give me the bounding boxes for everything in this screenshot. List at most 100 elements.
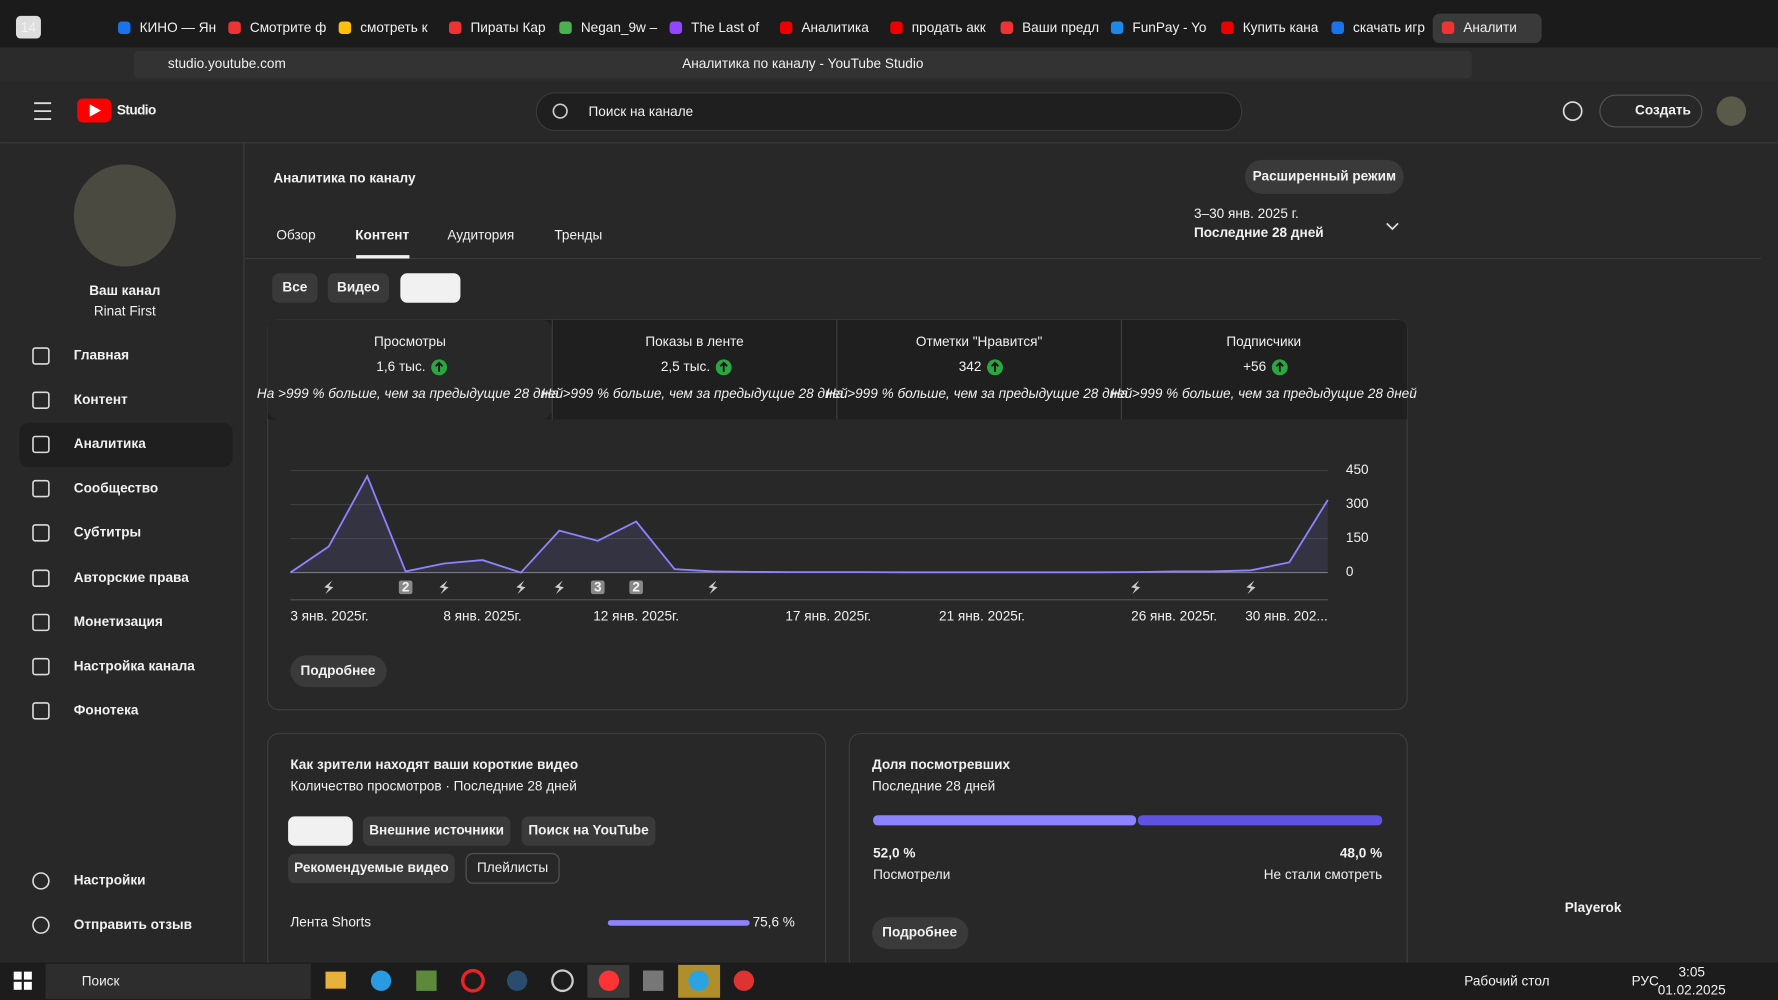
nav-icon xyxy=(32,347,50,365)
x-tick-label: 21 янв. 2025г. xyxy=(939,608,1025,623)
tab-title[interactable]: Ваши предл xyxy=(1022,20,1099,35)
nav-item[interactable]: Главная xyxy=(74,348,129,363)
date-dropdown[interactable] xyxy=(1386,222,1399,231)
source-chip[interactable] xyxy=(288,853,455,884)
filter-chip[interactable] xyxy=(272,273,318,303)
tab-title[interactable]: Пираты Кар xyxy=(471,20,546,35)
taskbar-apps[interactable] xyxy=(325,964,755,998)
nav-item[interactable]: Фонотека xyxy=(74,702,139,717)
tab-title[interactable]: FunPay - Yo xyxy=(1132,20,1206,35)
nav-item[interactable]: Аналитика xyxy=(74,436,146,451)
nav-active xyxy=(19,422,233,468)
tab-title[interactable]: Аналити xyxy=(1463,20,1516,35)
date-range: 3–30 янв. 2025 г. xyxy=(1194,206,1299,221)
tab-title[interactable]: Аналитика xyxy=(801,20,869,35)
nav-item[interactable]: Субтитры xyxy=(74,524,141,539)
y-tick-label: 300 xyxy=(1346,496,1369,511)
nav-item[interactable]: Монетизация xyxy=(74,614,163,629)
nav-icon xyxy=(32,524,50,542)
upload-icon[interactable] xyxy=(439,580,449,595)
tab-icon xyxy=(890,21,903,35)
menu-icon[interactable] xyxy=(34,102,52,120)
taskbar-lang[interactable]: РУС xyxy=(1632,973,1659,988)
search-box[interactable] xyxy=(535,92,1243,131)
upload-count: 2 xyxy=(632,579,640,594)
tab-title[interactable]: скачать игр xyxy=(1353,20,1425,35)
url-field[interactable] xyxy=(133,51,1472,79)
source-chip xyxy=(465,853,560,884)
nav-item[interactable]: Сообщество xyxy=(74,480,158,495)
tab-title[interactable]: Купить кана xyxy=(1243,20,1319,35)
account-avatar[interactable] xyxy=(1716,96,1747,126)
channel-label: Ваш канал xyxy=(89,283,160,298)
more-button[interactable] xyxy=(290,655,387,688)
tab-count: 14 xyxy=(21,20,37,35)
retention-more-button[interactable] xyxy=(871,917,969,949)
retention-value: 48,0 % xyxy=(1340,845,1382,860)
tab-counter[interactable] xyxy=(15,15,41,39)
upload-icon[interactable] xyxy=(554,580,564,595)
tab[interactable]: Тренды xyxy=(554,227,602,242)
source-chip[interactable] xyxy=(288,816,353,846)
tab[interactable]: Аудитория xyxy=(447,227,514,242)
upload-badge[interactable] xyxy=(398,580,413,595)
filter-label: Shorts xyxy=(411,280,450,295)
metric-note: На >999 % больше, чем за предыдущие 28 д… xyxy=(257,386,564,401)
retention-value: 52,0 % xyxy=(873,845,915,860)
source-chip[interactable] xyxy=(521,816,656,846)
nav-icon xyxy=(32,391,50,409)
upload-icon[interactable] xyxy=(1131,580,1141,595)
source-chip-label: Внешние источники xyxy=(369,823,504,838)
tab-title[interactable]: Negan_9w – xyxy=(581,20,658,35)
tab-title[interactable]: The Last of xyxy=(691,20,759,35)
period[interactable]: Последние 28 дней xyxy=(1194,225,1324,240)
upload-icon[interactable] xyxy=(708,580,718,595)
x-tick-label: 30 янв. 202... xyxy=(1245,608,1328,623)
upload-badge[interactable] xyxy=(629,580,643,595)
upload-icon[interactable] xyxy=(516,580,526,595)
tab[interactable]: Контент xyxy=(355,227,409,242)
advanced-mode-button[interactable] xyxy=(1245,159,1404,194)
nav-item[interactable]: Контент xyxy=(74,392,128,407)
taskbar-search[interactable] xyxy=(45,963,311,999)
nav-icon xyxy=(32,569,50,587)
tab-icon xyxy=(559,21,572,35)
help-icon[interactable] xyxy=(1562,101,1583,122)
tab[interactable]: Обзор xyxy=(276,227,315,242)
nav-item[interactable]: Настройка канала xyxy=(74,658,195,673)
tab-title[interactable]: продать акк xyxy=(912,20,987,35)
nav-item[interactable]: Отправить отзыв xyxy=(74,917,192,932)
url[interactable]: studio.youtube.com xyxy=(168,56,286,71)
channel-avatar[interactable] xyxy=(73,164,176,267)
start-button[interactable] xyxy=(13,971,32,990)
metric-active[interactable] xyxy=(267,319,553,420)
upload-icon[interactable] xyxy=(1246,580,1256,595)
tab-title[interactable]: смотреть к xyxy=(360,20,428,35)
create-button[interactable] xyxy=(1599,94,1703,128)
retention-bar xyxy=(1137,815,1383,826)
trend-up-arrow xyxy=(990,361,1000,372)
tab-icon xyxy=(1000,21,1014,35)
active-tab[interactable] xyxy=(1432,13,1542,44)
source-chip-label: Плейлисты xyxy=(477,860,548,875)
tab-icon xyxy=(779,21,793,35)
nav-item[interactable]: Настройки xyxy=(74,873,146,888)
nav-item[interactable]: Авторские права xyxy=(74,570,189,585)
trend-up-arrow xyxy=(1275,361,1284,372)
filter-chip[interactable] xyxy=(400,273,461,303)
upload-icon[interactable] xyxy=(324,580,334,595)
filter-chip[interactable] xyxy=(327,273,389,303)
tab-title[interactable]: КИНО — Ян xyxy=(140,20,217,35)
retention-bar xyxy=(873,815,1137,826)
page-title: Аналитика по каналу - YouTube Studio xyxy=(682,56,923,71)
x-tick-label: 17 янв. 2025г. xyxy=(785,608,871,623)
upload-badge[interactable] xyxy=(590,580,605,595)
retention-name: Не стали смотреть xyxy=(1264,867,1383,882)
logo-text[interactable]: Studio xyxy=(117,103,157,118)
tab-title[interactable]: Смотрите ф xyxy=(250,20,326,35)
source-chip[interactable] xyxy=(362,816,511,846)
taskbar-desktop[interactable]: Рабочий стол xyxy=(1464,973,1549,988)
create-label[interactable]: Создать xyxy=(1635,103,1691,118)
